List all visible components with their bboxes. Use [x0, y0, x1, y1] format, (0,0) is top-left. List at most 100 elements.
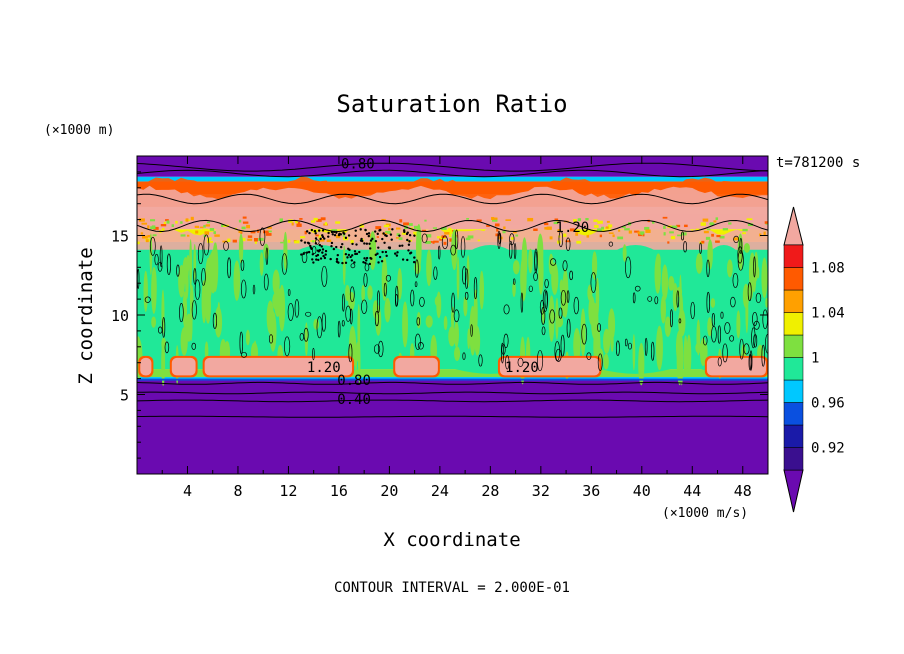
contour-loop [303, 327, 309, 342]
cloud-filament [151, 316, 157, 328]
speckle [376, 236, 379, 238]
speckle [421, 229, 427, 232]
speckle [199, 226, 204, 229]
cloud-filament [456, 256, 460, 301]
colorbar-segment [783, 402, 804, 426]
x-axis-label: X coordinate [383, 529, 520, 551]
speckle [206, 221, 211, 224]
contour-loop [743, 343, 750, 355]
low-cloud-patch [706, 357, 766, 376]
speckle [385, 230, 391, 234]
contour-loop [615, 340, 620, 357]
speckle [401, 232, 408, 235]
low-cloud-patch [171, 357, 196, 376]
contour-dot [314, 232, 317, 235]
colorbar-segment [783, 447, 804, 471]
contour-loop [722, 343, 728, 363]
cloud-filament [283, 231, 288, 271]
speckle [637, 231, 641, 234]
contour-dot [379, 228, 382, 232]
speckle [381, 218, 386, 221]
speckle [764, 221, 768, 224]
contour-dot [315, 254, 318, 258]
contour-loop [227, 257, 232, 279]
speckle [597, 220, 603, 224]
contour-dot [314, 242, 318, 245]
contour-loop [597, 353, 603, 371]
y-tick-label: 5 [120, 387, 129, 405]
contour-dot [409, 252, 412, 255]
contour-dot [376, 232, 379, 236]
cloud-filament [695, 342, 702, 354]
contour-loop [569, 270, 574, 281]
cloud-filament [180, 327, 188, 356]
contour-dot [354, 252, 357, 256]
contour-dot [320, 245, 323, 248]
speckle [279, 218, 283, 222]
contour-loop [749, 350, 753, 371]
contour-loop [212, 312, 217, 329]
cloud-filament [707, 317, 713, 337]
contour-loop [573, 296, 580, 315]
contour-dot [302, 252, 305, 255]
contour-loop [608, 241, 614, 247]
speckle [138, 218, 145, 222]
cloud-filament [451, 229, 458, 271]
cloud-filament [520, 255, 527, 302]
speckle [254, 238, 258, 242]
speckle [663, 225, 666, 229]
contour-loop [644, 337, 648, 356]
contour-dot [396, 251, 399, 254]
contour-loop [416, 317, 420, 326]
contour-loop [534, 251, 538, 274]
colorbar-segment [783, 334, 804, 358]
speckle [140, 232, 144, 235]
speckle [145, 239, 149, 243]
contour-dot [344, 236, 348, 240]
speckle [645, 229, 651, 233]
speckle [491, 217, 498, 220]
contour-loop [539, 299, 545, 315]
speckle [160, 224, 167, 227]
contour-loop [240, 259, 245, 271]
contour-loop [581, 323, 588, 345]
contour-dot [364, 261, 367, 265]
x-tick-label: 16 [330, 482, 348, 500]
speckle [448, 227, 452, 230]
contour-loop [517, 357, 524, 367]
contour-dot [311, 258, 314, 261]
speckle [563, 233, 567, 237]
contour-dot [330, 244, 333, 248]
contour-dot [321, 248, 325, 251]
contour-dot [327, 231, 330, 235]
contour-dot [341, 261, 344, 265]
speckle [617, 236, 624, 240]
contour-loop [299, 332, 304, 341]
speckle [247, 235, 253, 238]
cloud-filament [756, 266, 760, 279]
x-tick-label: 40 [633, 482, 651, 500]
speckle [716, 234, 721, 238]
contour-loop [544, 290, 548, 309]
contour-loop [345, 305, 352, 322]
cloud-filament [426, 249, 432, 287]
contour-loop [500, 342, 504, 364]
contour-loop [676, 290, 680, 308]
speckle [476, 219, 482, 222]
speckle [268, 230, 272, 233]
speckle [171, 224, 175, 228]
contour-loop [301, 251, 308, 264]
speckle [597, 228, 602, 232]
contour-dot [317, 229, 321, 232]
contour-loop [555, 348, 562, 362]
cloud-filament [748, 252, 756, 294]
contour-loop [752, 311, 758, 327]
speckle [152, 234, 157, 237]
cloud-filament [655, 325, 663, 371]
speckle [439, 238, 443, 241]
speckle [424, 219, 427, 222]
contour-line [137, 162, 768, 172]
contour-loop [464, 268, 469, 289]
contour-loop [241, 351, 247, 358]
cloud-filament [152, 267, 157, 304]
